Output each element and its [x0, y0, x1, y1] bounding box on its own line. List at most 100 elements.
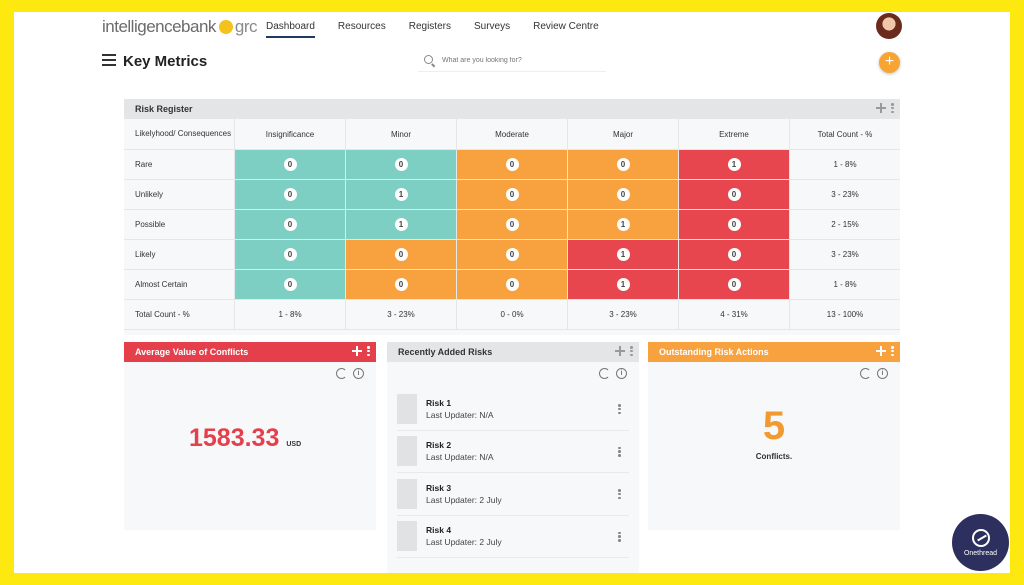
matrix-cell[interactable]: 0	[679, 180, 790, 210]
matrix-cell[interactable]: 0	[235, 150, 346, 180]
list-item[interactable]: Risk 1 Last Updater: N/A	[397, 388, 629, 431]
matrix-cell[interactable]: 0	[235, 240, 346, 270]
column-header: Extreme	[679, 119, 790, 150]
logo-dot-icon	[218, 20, 233, 34]
count-badge: 1	[616, 248, 630, 261]
count-badge: 0	[283, 278, 297, 291]
column-total: 1 - 8%	[235, 300, 346, 330]
column-header: Moderate	[457, 119, 568, 150]
matrix-cell[interactable]: 0	[568, 150, 679, 180]
matrix-row: Almost Certain 0 0 0 1 0 1 - 8%	[124, 270, 900, 300]
matrix-cell[interactable]: 1	[568, 270, 679, 300]
panel-title: Risk Register	[135, 104, 193, 114]
row-total: 2 - 15%	[790, 210, 900, 240]
list-item[interactable]: Risk 4 Last Updater: 2 July	[397, 516, 629, 558]
nav-dashboard[interactable]: Dashboard	[266, 21, 315, 38]
count-badge: 0	[505, 158, 519, 171]
more-icon[interactable]	[618, 531, 621, 542]
count-badge: 0	[283, 218, 297, 231]
matrix-cell[interactable]: 1	[346, 210, 457, 240]
list-item[interactable]: Risk 2 Last Updater: N/A	[397, 431, 629, 473]
move-icon[interactable]	[615, 346, 625, 356]
risk-name: Risk 1	[426, 397, 452, 408]
info-icon[interactable]: i	[616, 368, 627, 379]
matrix-cell[interactable]: 1	[568, 240, 679, 270]
move-icon[interactable]	[876, 103, 886, 113]
count-badge: 1	[616, 218, 630, 231]
more-icon[interactable]	[618, 489, 621, 499]
count-badge: 0	[505, 278, 519, 291]
nav-surveys[interactable]: Surveys	[473, 21, 511, 32]
panel-header: Risk Register	[124, 99, 900, 119]
count-badge: 0	[727, 248, 741, 261]
matrix-cell[interactable]: 1	[679, 150, 790, 180]
average-conflicts-panel: Average Value of Conflicts i 1583.33 USD	[124, 342, 376, 530]
nav-review-centre[interactable]: Review Centre	[533, 21, 599, 32]
more-icon[interactable]	[367, 346, 370, 356]
matrix-cell[interactable]: 1	[346, 180, 457, 210]
list-item[interactable]: Risk 3 Last Updater: 2 July	[397, 473, 629, 516]
matrix-cell[interactable]: 0	[346, 240, 457, 270]
matrix-cell[interactable]: 0	[346, 150, 457, 180]
move-icon[interactable]	[352, 346, 362, 356]
menu-icon[interactable]	[102, 54, 116, 66]
matrix-cell[interactable]: 0	[346, 270, 457, 300]
add-button[interactable]: +	[879, 52, 900, 73]
actions-summary: 5 Conflicts.	[648, 406, 900, 461]
more-icon[interactable]	[618, 446, 621, 457]
move-icon[interactable]	[876, 346, 886, 356]
watermark-text: Onethread	[963, 549, 998, 557]
count-badge: 0	[505, 218, 519, 231]
info-icon[interactable]: i	[353, 368, 364, 379]
page-title: Key Metrics	[123, 53, 208, 70]
more-icon[interactable]	[891, 103, 894, 113]
user-avatar[interactable]	[876, 13, 902, 39]
matrix-cell[interactable]: 1	[568, 210, 679, 240]
matrix-row: Rare 0 0 0 0 1 1 - 8%	[124, 150, 900, 180]
count-badge: 0	[727, 278, 741, 291]
matrix-cell[interactable]: 0	[457, 180, 568, 210]
refresh-icon[interactable]	[336, 368, 347, 379]
matrix-cell[interactable]: 0	[679, 210, 790, 240]
matrix-cell[interactable]: 0	[235, 180, 346, 210]
matrix-cell[interactable]: 0	[457, 270, 568, 300]
actions-count: 5	[762, 404, 786, 448]
matrix-header-row: Likelyhood/ Consequences Insignificance Mi…	[124, 119, 900, 150]
count-badge: 0	[394, 278, 408, 291]
matrix-cell[interactable]: 0	[235, 270, 346, 300]
app-window: intelligencebank grc Dashboard Resources…	[14, 12, 1010, 573]
risk-name: Risk 4	[426, 525, 452, 536]
more-icon[interactable]	[618, 404, 621, 414]
more-icon[interactable]	[630, 346, 633, 356]
risk-matrix: Likelyhood/ Consequences Insignificance Mi…	[124, 119, 900, 330]
risk-updated: Last Updater: N/A	[426, 409, 494, 420]
nav-resources[interactable]: Resources	[337, 21, 386, 32]
matrix-cell[interactable]: 0	[457, 240, 568, 270]
logo-text: intelligencebank	[102, 17, 216, 36]
risk-updated: Last Updater: 2 July	[426, 494, 502, 505]
refresh-icon[interactable]	[860, 368, 871, 379]
nav-registers[interactable]: Registers	[408, 21, 451, 32]
onethread-watermark: Onethread	[952, 514, 1009, 571]
row-label: Unlikely	[124, 180, 235, 210]
matrix-cell[interactable]: 0	[568, 180, 679, 210]
risk-updated: Last Updater: N/A	[426, 452, 494, 463]
info-icon[interactable]: i	[877, 368, 888, 379]
total-row-label: Total Count - %	[124, 300, 235, 330]
matrix-cell[interactable]: 0	[679, 270, 790, 300]
risk-thumbnail	[397, 436, 417, 467]
risk-name: Risk 2	[426, 440, 452, 451]
search-bar[interactable]	[418, 50, 606, 72]
refresh-icon[interactable]	[599, 368, 610, 379]
matrix-cell[interactable]: 0	[457, 150, 568, 180]
matrix-cell[interactable]: 0	[457, 210, 568, 240]
count-badge: 0	[283, 248, 297, 261]
search-input[interactable]	[442, 57, 592, 64]
more-icon[interactable]	[891, 346, 894, 356]
logo[interactable]: intelligencebank grc	[102, 16, 258, 38]
main-nav: Dashboard Resources Registers Surveys Re…	[266, 21, 622, 38]
matrix-cell[interactable]: 0	[235, 210, 346, 240]
count-badge: 0	[727, 218, 741, 231]
matrix-cell[interactable]: 0	[679, 240, 790, 270]
column-total: 3 - 23%	[568, 300, 679, 330]
